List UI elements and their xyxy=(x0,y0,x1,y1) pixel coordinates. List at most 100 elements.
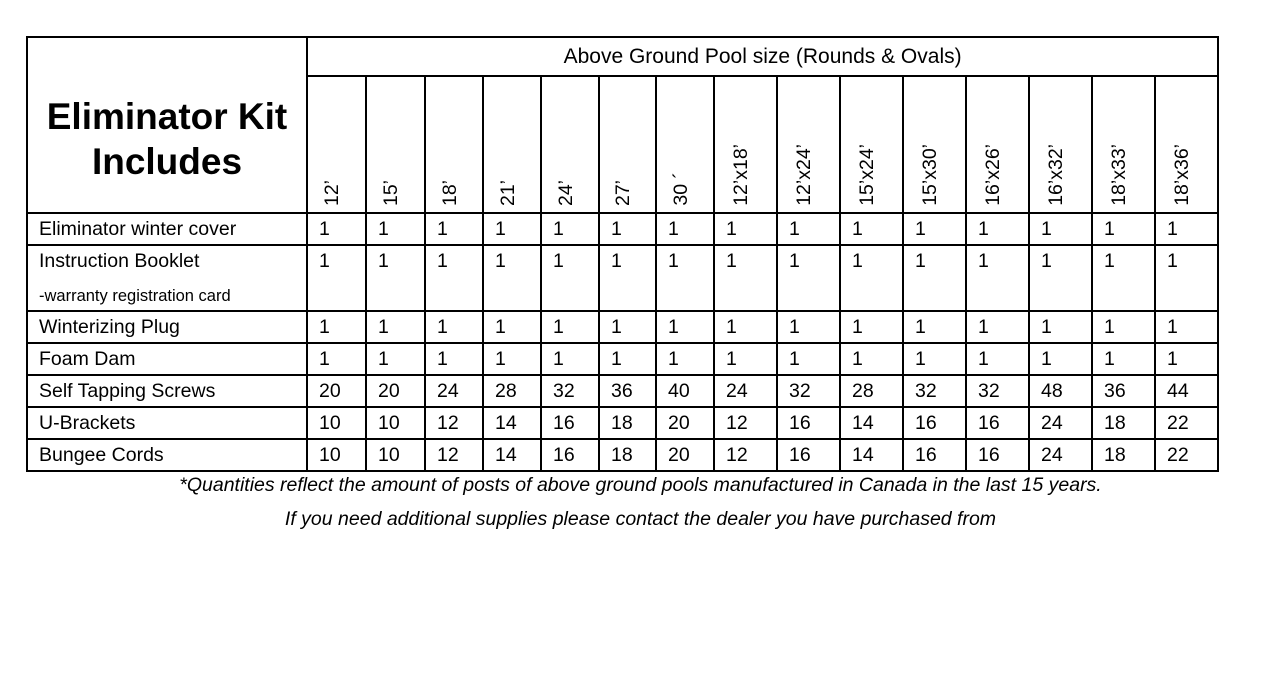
quantity-cell: 1 xyxy=(1153,310,1220,344)
row-label: Instruction Booklet -warranty registratio… xyxy=(26,244,308,312)
size-header: 18’x33’ xyxy=(1091,75,1156,214)
size-header-label: 18’x36’ xyxy=(1171,144,1194,206)
quantity-cell: 1 xyxy=(902,310,967,344)
quantity-cell: 10 xyxy=(365,438,426,472)
size-header-label: 15’ xyxy=(380,179,402,206)
size-header: 15’x30’ xyxy=(902,75,967,214)
quantity-cell: 1 xyxy=(1091,244,1156,312)
quantity-cell: 1 xyxy=(776,244,841,312)
row-label: U-Brackets xyxy=(26,406,308,440)
size-header: 15’ xyxy=(365,75,426,214)
quantity-cell: 20 xyxy=(655,438,715,472)
table-row: Self Tapping Screws 20 20 24 28 32 36 40 24 32 28 3… xyxy=(26,374,1220,408)
size-header-label: 18’ xyxy=(438,179,461,206)
size-header: 16’x26’ xyxy=(965,75,1030,214)
quantity-cell: 1 xyxy=(965,310,1030,344)
quantity-cell: 16 xyxy=(540,406,600,440)
row-label-text: Bungee Cords xyxy=(39,444,164,466)
row-sublabel: -warranty registration card xyxy=(39,287,231,305)
quantity-cell: 18 xyxy=(1091,438,1156,472)
row-label-text: Self Tapping Screws xyxy=(39,380,216,402)
quantity-cell: 24 xyxy=(1028,406,1093,440)
quantity-cell: 1 xyxy=(655,310,715,344)
quantity-cell: 18 xyxy=(598,438,657,472)
quantity-cell: 1 xyxy=(965,342,1030,376)
table-row: Bungee Cords 10 10 12 14 16 18 20 12 16 14 16 16 24 18… xyxy=(26,438,1220,472)
quantity-cell: 12 xyxy=(713,438,778,472)
quantity-cell: 1 xyxy=(598,310,657,344)
quantity-cell: 1 xyxy=(839,244,904,312)
size-header-label: 12’x18’ xyxy=(730,144,752,206)
quantity-cell: 1 xyxy=(965,212,1030,246)
quantity-cell: 16 xyxy=(540,438,600,472)
quantity-cell: 40 xyxy=(655,374,715,408)
quantity-cell: 28 xyxy=(839,374,904,408)
footnote-quantities: *Quantities reflect the amount of posts … xyxy=(179,474,1102,496)
quantity-cell: 1 xyxy=(965,244,1030,312)
row-label: Winterizing Plug xyxy=(26,310,308,344)
header-row-sizes: 12’ 15’ 18’ 21’ 24’ 27’ 30 ´ 12’x18’ 12’x24’ 15’x… xyxy=(27,75,1220,214)
quantity-cell: 1 xyxy=(776,342,841,376)
size-header-label: 30 ´ xyxy=(669,172,692,206)
table-row: Instruction Booklet -warranty registratio… xyxy=(26,244,1220,312)
quantity-cell: 36 xyxy=(598,374,657,408)
quantity-cell: 16 xyxy=(902,406,967,440)
size-header: 21’ xyxy=(482,75,542,214)
size-header-label: 16’x32’ xyxy=(1045,144,1067,206)
quantity-cell: 1 xyxy=(306,310,367,344)
header-row-group: Eliminator Kit Includes Above Ground Poo… xyxy=(26,36,1220,214)
quantity-cell: 18 xyxy=(598,406,657,440)
quantity-cell: 28 xyxy=(482,374,542,408)
quantity-cell: 1 xyxy=(1153,244,1220,312)
quantity-cell: 10 xyxy=(306,438,367,472)
quantity-cell: 1 xyxy=(713,212,778,246)
quantity-cell: 16 xyxy=(965,406,1030,440)
quantity-cell: 1 xyxy=(655,212,715,246)
quantity-cell: 1 xyxy=(365,244,426,312)
quantity-cell: 1 xyxy=(306,342,367,376)
size-header: 24’ xyxy=(540,75,600,214)
quantity-cell: 44 xyxy=(1153,374,1220,408)
quantity-cell: 1 xyxy=(365,342,426,376)
size-header-label: 18’x33’ xyxy=(1108,144,1130,206)
quantity-cell: 1 xyxy=(902,342,967,376)
quantity-cell: 1 xyxy=(540,244,600,312)
size-header: 16’x32’ xyxy=(1028,75,1093,214)
table-title: Eliminator Kit Includes xyxy=(26,36,308,214)
quantity-cell: 14 xyxy=(839,438,904,472)
quantity-cell: 1 xyxy=(902,212,967,246)
quantity-cell: 1 xyxy=(713,244,778,312)
quantity-cell: 1 xyxy=(482,342,542,376)
kit-contents-table: Eliminator Kit Includes Above Ground Poo… xyxy=(26,36,1220,472)
quantity-cell: 20 xyxy=(655,406,715,440)
quantity-cell: 1 xyxy=(1028,310,1093,344)
quantity-cell: 1 xyxy=(365,310,426,344)
quantity-cell: 1 xyxy=(1091,310,1156,344)
quantity-cell: 24 xyxy=(1028,438,1093,472)
size-header-label: 24’ xyxy=(554,179,577,206)
quantity-cell: 22 xyxy=(1153,438,1220,472)
quantity-cell: 1 xyxy=(1091,342,1156,376)
quantity-cell: 16 xyxy=(902,438,967,472)
quantity-cell: 32 xyxy=(540,374,600,408)
size-header: 15’x24’ xyxy=(839,75,904,214)
quantity-cell: 10 xyxy=(365,406,426,440)
table-title-text: Eliminator Kit Includes xyxy=(46,96,288,182)
quantity-cell: 12 xyxy=(424,406,484,440)
quantity-cell: 1 xyxy=(1028,212,1093,246)
quantity-cell: 10 xyxy=(306,406,367,440)
quantity-cell: 20 xyxy=(365,374,426,408)
quantity-cell: 1 xyxy=(1028,244,1093,312)
quantity-cell: 1 xyxy=(776,212,841,246)
quantity-cell: 1 xyxy=(655,342,715,376)
row-label: Bungee Cords xyxy=(26,438,308,472)
quantity-cell: 18 xyxy=(1091,406,1156,440)
quantity-cell: 1 xyxy=(424,342,484,376)
size-header-label: 15’x24’ xyxy=(856,144,878,206)
quantity-cell: 1 xyxy=(598,244,657,312)
size-header: 27’ xyxy=(598,75,657,214)
size-header: 18’x36’ xyxy=(1153,75,1220,214)
quantity-cell: 22 xyxy=(1153,406,1220,440)
quantity-cell: 24 xyxy=(713,374,778,408)
quantity-cell: 1 xyxy=(482,244,542,312)
